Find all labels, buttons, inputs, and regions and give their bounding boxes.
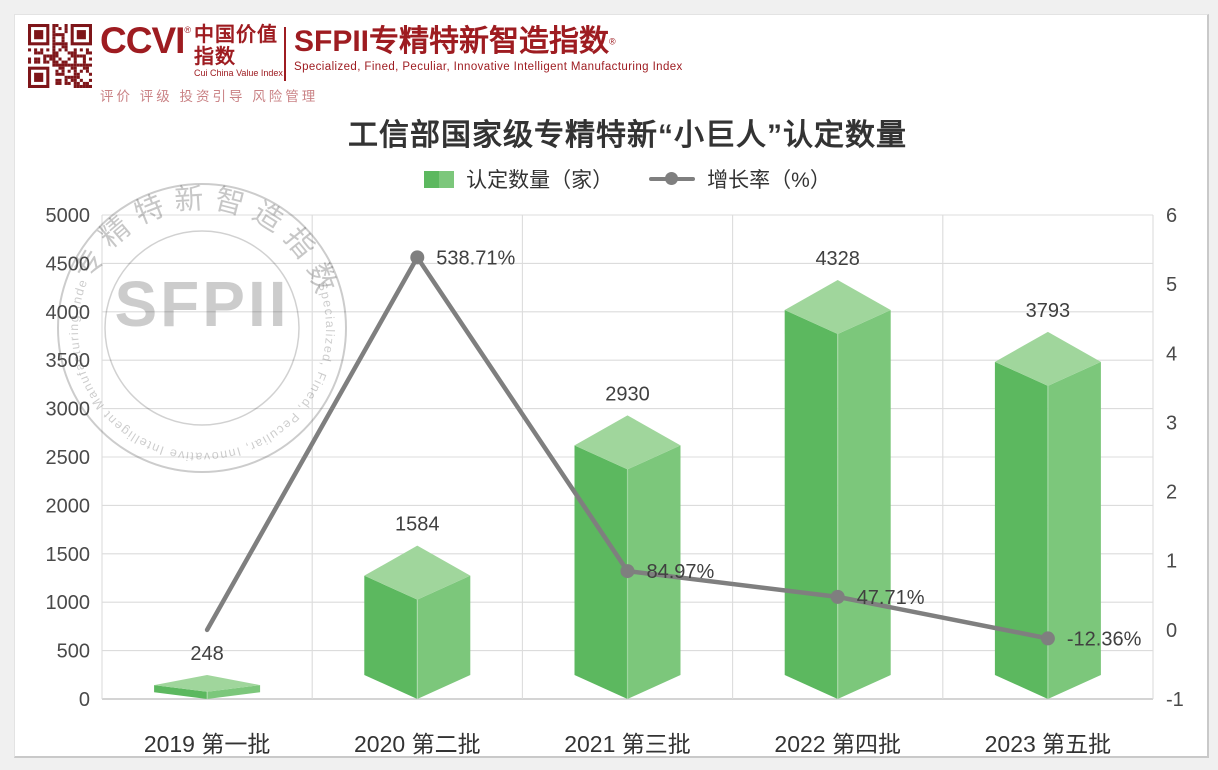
right-axis-tick: 2 [1166,482,1177,504]
sfpii-title: SFPII专精特新智造指数 [294,25,610,58]
bar-left-face [364,575,418,699]
bar-top-face [994,331,1101,386]
x-axis-category-label: 2022 第四批 [774,731,901,757]
left-axis-tick: 3000 [46,399,91,421]
watermark-inner-circle [104,230,300,426]
line-marker-2021 第三批 [620,564,635,579]
legend-line-label: 增长率（%） [707,169,831,192]
line-marker-2023 第五批 [1040,631,1055,646]
right-axis-tick: 1 [1166,551,1177,573]
x-axis-category-label: 2019 第一批 [144,731,271,757]
watermark-outer-circle [57,183,347,473]
header: CCVI ® 中国价值指数 Cui China Value Index 评价 评… [28,20,683,104]
bar-top-face [154,674,261,692]
bar-value-label: 4328 [815,248,860,270]
line-point-label: -12.36% [1067,628,1142,650]
bar-right-face [207,685,261,699]
line-marker-2022 第四批 [830,589,845,604]
chart-title: 工信部国家级专精特新“小巨人”认定数量 [348,119,907,152]
bar-top-face [784,280,891,335]
line-point-label: 47.71% [857,587,925,609]
bar-left-face [154,685,208,699]
line-point-label: 538.71% [436,247,515,269]
bar-value-label: 2930 [605,383,650,405]
logo-divider [284,27,286,81]
registered-mark-icon: ® [184,25,192,35]
bar-2021 第三批 [574,415,681,699]
right-axis-tick: 5 [1166,274,1177,296]
bar-top-face [364,545,471,600]
bar-2020 第二批 [364,545,471,699]
bar-2019 第一批 [154,674,261,699]
bar-left-face [784,310,838,699]
left-axis-tick: 5000 [46,205,91,227]
right-axis-tick: -1 [1166,689,1184,711]
left-axis-tick: 2500 [46,447,91,469]
ccvi-logo-text: CCVI [100,20,185,61]
bar-value-label: 1584 [395,514,440,536]
x-axis-category-label: 2023 第五批 [985,731,1112,757]
legend-bar-label: 认定数量（家） [466,169,614,192]
bar-2023 第五批 [994,331,1101,699]
line-point-label: 84.97% [647,561,715,583]
left-axis-tick: 3500 [46,350,91,372]
bar-2022 第四批 [784,280,891,699]
watermark-big-text: SFPII [114,268,289,340]
bar-value-label: 248 [190,643,223,665]
ccvi-cn-name: 中国价值指数 [194,24,279,68]
x-axis-category-label: 2020 第二批 [354,731,481,757]
bar-right-face [417,575,471,699]
chart-legend: 认定数量（家） 增长率（%） [102,164,1153,194]
left-axis-tick: 500 [57,641,90,663]
ccvi-en-name: Cui China Value Index [194,68,283,78]
ccvi-tagline: 评价 评级 投资引导 风险管理 [100,89,319,104]
left-axis-tick: 0 [79,689,90,711]
bar-right-face [1047,361,1101,699]
sfpii-subtitle: Specialized, Fined, Peculiar, Innovative… [294,61,683,73]
right-axis-tick: 3 [1166,412,1177,434]
bar-top-face [574,415,681,470]
bar-left-face [994,361,1048,699]
sfpii-logo-block: SFPII专精特新智造指数® Specialized, Fined, Pecul… [294,24,683,74]
bar-right-face [837,310,891,699]
legend-line-marker [665,172,679,186]
left-axis-tick: 1000 [46,592,91,614]
left-axis-tick: 1500 [46,544,91,566]
left-axis-tick: 2000 [46,495,91,517]
legend-line-swatch [649,172,696,186]
x-axis-category-label: 2021 第三批 [564,731,691,757]
registered-mark-icon: ® [609,36,616,47]
right-axis-tick: 6 [1166,205,1177,227]
line-marker-2020 第二批 [410,250,425,265]
left-axis-tick: 4500 [46,253,91,275]
ccvi-logo-block: CCVI ® 中国价值指数 Cui China Value Index 评价 评… [100,20,315,104]
left-axis-tick: 4000 [46,302,91,324]
right-axis-tick: 4 [1166,343,1177,365]
bar-left-face [574,445,628,699]
qr-code [28,24,92,88]
bar-value-label: 3793 [1026,300,1071,322]
right-axis-tick: 0 [1166,620,1177,642]
legend-bar-swatch [424,170,455,188]
